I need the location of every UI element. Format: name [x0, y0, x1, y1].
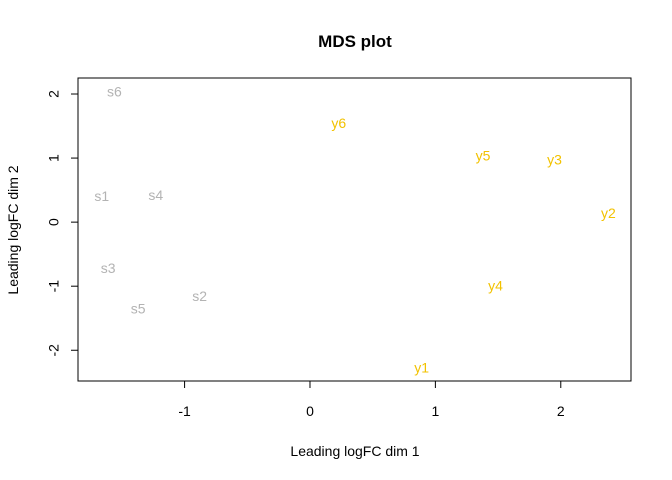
point-label-s1: s1	[94, 188, 109, 204]
y-tick-label: 2	[46, 90, 62, 98]
point-label-y2: y2	[601, 205, 616, 221]
plot-frame	[77, 77, 632, 382]
point-label-s3: s3	[101, 260, 116, 276]
point-label-y4: y4	[488, 278, 503, 294]
point-label-y6: y6	[331, 115, 346, 131]
y-tick-label: 1	[46, 154, 62, 162]
point-label-s5: s5	[131, 301, 146, 317]
y-axis: -2 -1 0 1 2	[46, 90, 79, 357]
point-label-y3: y3	[547, 151, 562, 167]
x-tick-label: -1	[178, 403, 191, 419]
y-tick-label: 0	[46, 218, 62, 226]
point-label-y5: y5	[476, 147, 491, 163]
y-tick-label: -1	[46, 280, 62, 293]
point-label-s6: s6	[107, 83, 122, 99]
x-axis-label: Leading logFC dim 1	[290, 443, 419, 459]
y-axis-label: Leading logFC dim 2	[5, 165, 21, 294]
data-points: s6 s1 s4 s3 s5 s2 y6 y5 y3 y2 y4 y1	[94, 83, 616, 375]
chart-title: MDS plot	[318, 32, 392, 51]
x-tick-label: 1	[431, 403, 439, 419]
point-label-y1: y1	[414, 360, 429, 376]
x-axis: -1 0 1 2	[178, 380, 565, 419]
x-tick-label: 2	[557, 403, 565, 419]
x-tick-label: 0	[306, 403, 314, 419]
point-label-s2: s2	[192, 288, 207, 304]
y-tick-label: -2	[46, 344, 62, 357]
point-label-s4: s4	[148, 187, 163, 203]
